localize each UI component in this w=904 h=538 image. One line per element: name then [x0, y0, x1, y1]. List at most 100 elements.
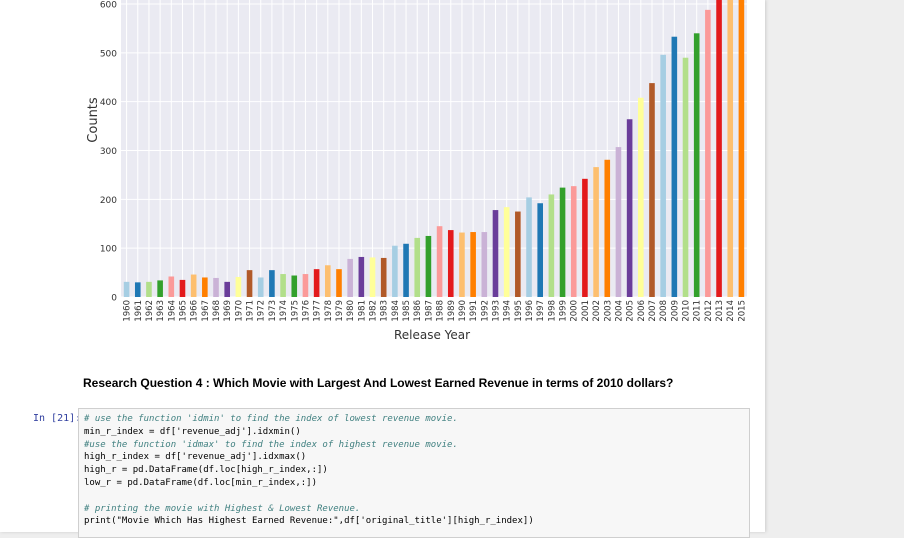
bar [179, 279, 186, 297]
code-line: # printing the movie with Highest & Lowe… [84, 503, 361, 514]
x-tick-label: 1989 [447, 300, 457, 322]
bar [392, 245, 398, 297]
x-tick-label: 2002 [592, 300, 602, 322]
y-tick-label: 500 [100, 49, 117, 59]
x-tick-label: 2015 [737, 300, 747, 322]
bar [224, 281, 230, 297]
x-tick-label: 2003 [603, 300, 613, 322]
bar [682, 57, 689, 297]
bar [302, 274, 309, 297]
x-tick-label: 1975 [290, 300, 300, 322]
x-tick-label: 1965 [178, 300, 188, 322]
notebook: Counts Release Year 0 100 200 300 400 500 600 1… [0, 0, 765, 538]
x-tick-label: 2006 [637, 300, 647, 322]
x-tick-label: 1984 [391, 300, 401, 322]
bar [213, 277, 219, 297]
bar [570, 186, 577, 297]
bar [649, 83, 655, 297]
bar [123, 281, 130, 297]
x-tick-label: 1960 [123, 300, 133, 322]
bar [403, 243, 409, 297]
x-tick-label: 1962 [145, 300, 155, 322]
x-tick-label: 2008 [659, 300, 669, 322]
x-tick-label: 2007 [648, 300, 658, 322]
heading: Research Question 4 : Which Movie with L… [83, 376, 674, 390]
bar [436, 226, 443, 297]
x-tick-label: 1991 [469, 300, 479, 322]
bar [615, 147, 622, 297]
bar [626, 119, 633, 297]
code-line: # use the function 'idmin' to find the i… [84, 414, 458, 424]
bar [492, 210, 499, 297]
bar [347, 258, 353, 297]
bar [190, 274, 197, 297]
x-tick-label: 1985 [402, 300, 412, 322]
bar [269, 270, 275, 297]
x-tick-label: 1980 [346, 300, 356, 322]
bar [515, 211, 521, 297]
bar [291, 275, 298, 297]
x-tick-label: 1973 [268, 300, 278, 322]
x-tick-label: 2005 [626, 300, 636, 322]
x-tick-label: 1964 [167, 300, 177, 322]
bar [280, 274, 286, 297]
x-tick-label: 1963 [156, 300, 166, 322]
x-tick-label: 1969 [223, 300, 233, 322]
bar [548, 194, 555, 297]
bar [459, 232, 465, 297]
x-tick-label: 2012 [704, 300, 714, 322]
y-tick-label: 400 [100, 98, 117, 108]
x-tick-label: 1987 [424, 300, 434, 322]
y-axis-label: Counts [86, 97, 101, 143]
bar [693, 33, 700, 297]
bar [235, 276, 242, 297]
x-tick-label: 2009 [670, 300, 680, 322]
x-tick-label: 1986 [413, 300, 423, 322]
bar [380, 257, 387, 297]
bar [414, 237, 421, 297]
x-axis-label: Release Year [394, 328, 470, 342]
bar [671, 36, 678, 297]
bar [168, 276, 175, 297]
x-tick-label: 1994 [503, 300, 513, 322]
bar [336, 269, 342, 297]
bar [425, 235, 432, 297]
code-line: low_r = pd.DataFrame(df.loc[min_r_index,… [84, 477, 317, 488]
code-line: high_r_index = df['revenue_adj'].idxmax(… [84, 452, 307, 463]
x-tick-label: 1966 [190, 300, 200, 322]
x-tick-label: 1983 [380, 300, 390, 322]
code-line: high_r = pd.DataFrame(df.loc[high_r_inde… [84, 465, 328, 476]
bar [146, 281, 152, 297]
x-tick-label: 1968 [212, 300, 222, 322]
code-cell: # use the function 'idmin' to find the i… [78, 408, 750, 538]
x-tick-label: 2004 [614, 300, 624, 322]
x-tick-label: 2011 [693, 300, 703, 322]
bar [582, 178, 588, 297]
x-tick-label: 1967 [201, 300, 211, 322]
code-line: #use the function 'idmax' to find the in… [84, 439, 458, 450]
bar [447, 230, 454, 297]
bar [559, 187, 566, 297]
bar [481, 232, 488, 297]
bar [660, 54, 666, 297]
bar [470, 232, 476, 297]
x-tick-label: 1993 [491, 300, 501, 322]
x-tick-label: 2010 [682, 300, 692, 322]
y-tick-label: 600 [100, 1, 117, 11]
bar [202, 277, 208, 297]
y-tick-label: 100 [100, 245, 117, 255]
bar [727, 0, 734, 297]
chart: Counts Release Year 0 100 200 300 400 500 600 1… [86, 0, 747, 342]
y-tick-label: 0 [111, 294, 117, 304]
bar [325, 265, 331, 297]
bar [593, 167, 599, 297]
x-tick-label: 1978 [324, 300, 334, 322]
bar [738, 0, 745, 297]
bar [503, 207, 510, 297]
y-tick-label: 200 [100, 196, 117, 206]
bar [604, 159, 611, 297]
x-tick-label: 1977 [313, 300, 323, 322]
x-tick-label: 1972 [257, 300, 267, 322]
x-tick-label: 1996 [525, 300, 535, 322]
